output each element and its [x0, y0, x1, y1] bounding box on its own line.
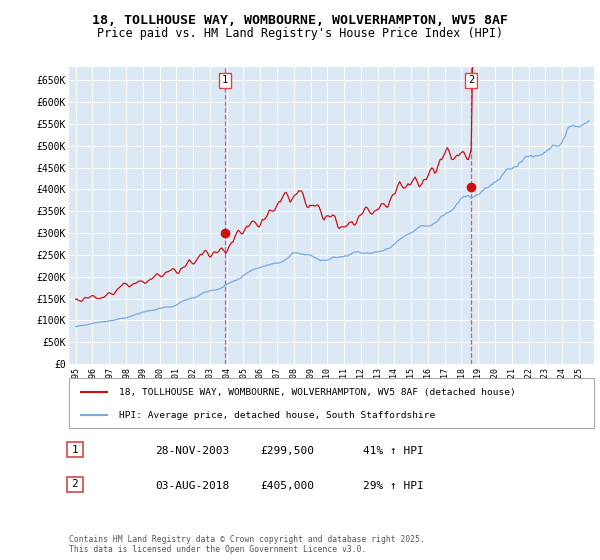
Text: 1: 1	[222, 75, 228, 85]
Text: £299,500: £299,500	[260, 446, 314, 456]
Text: £405,000: £405,000	[260, 480, 314, 491]
Text: 2: 2	[71, 479, 79, 489]
Text: Price paid vs. HM Land Registry's House Price Index (HPI): Price paid vs. HM Land Registry's House …	[97, 27, 503, 40]
Text: Contains HM Land Registry data © Crown copyright and database right 2025.
This d: Contains HM Land Registry data © Crown c…	[69, 535, 425, 554]
Text: HPI: Average price, detached house, South Staffordshire: HPI: Average price, detached house, Sout…	[119, 411, 435, 420]
Text: 41% ↑ HPI: 41% ↑ HPI	[363, 446, 424, 456]
Text: 03-AUG-2018: 03-AUG-2018	[155, 480, 230, 491]
Text: 2: 2	[468, 75, 475, 85]
Text: 18, TOLLHOUSE WAY, WOMBOURNE, WOLVERHAMPTON, WV5 8AF (detached house): 18, TOLLHOUSE WAY, WOMBOURNE, WOLVERHAMP…	[119, 388, 515, 396]
Text: 1: 1	[71, 445, 79, 455]
Text: 28-NOV-2003: 28-NOV-2003	[155, 446, 230, 456]
Text: 18, TOLLHOUSE WAY, WOMBOURNE, WOLVERHAMPTON, WV5 8AF: 18, TOLLHOUSE WAY, WOMBOURNE, WOLVERHAMP…	[92, 14, 508, 27]
Text: 29% ↑ HPI: 29% ↑ HPI	[363, 480, 424, 491]
